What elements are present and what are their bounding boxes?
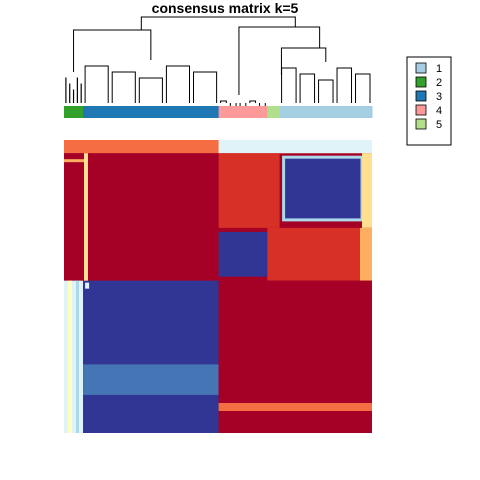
annotation-segment-3	[83, 106, 220, 118]
heatmap-row3-edge	[360, 227, 372, 281]
consensus-heatmap	[64, 140, 372, 433]
dendrogram-link	[299, 73, 316, 103]
dendrogram-link	[193, 71, 218, 103]
heatmap-cluster1-block	[283, 157, 362, 220]
chart-title: consensus matrix k=5	[152, 0, 299, 16]
legend-label-3: 3	[436, 91, 442, 103]
cluster-legend: 1 2 3 4 5	[406, 56, 452, 146]
heatmap-top-strip-right	[218, 140, 372, 154]
dendrogram-link	[238, 26, 321, 95]
annotation-segment-1	[279, 106, 373, 118]
heatmap-row4-cluster2	[64, 280, 84, 433]
heatmap-col-stripe-1	[68, 280, 72, 433]
heatmap-cluster4-block	[218, 231, 268, 277]
dendrogram-link	[336, 67, 353, 103]
legend-label-1: 1	[436, 63, 442, 75]
heatmap-row3-right	[267, 227, 372, 281]
heatmap-col-stripe-2	[76, 280, 79, 433]
heatmap-top-strip-left	[64, 140, 219, 154]
annotation-segment-5	[267, 106, 281, 118]
legend-swatch-1	[415, 62, 427, 74]
legend-swatch-4	[415, 104, 427, 116]
dendrogram-link	[281, 67, 297, 103]
dendrogram-link	[355, 73, 371, 103]
annotation-segment-2	[64, 106, 84, 118]
heatmap-cluster3-block	[83, 280, 219, 433]
heatmap-row2-mid	[218, 153, 280, 228]
heatmap-row4-stripe	[218, 403, 372, 411]
heatmap-row-stripe-1	[64, 159, 84, 163]
dendrogram-link	[111, 71, 136, 103]
heatmap-row3-left	[64, 227, 219, 281]
dendrogram-link	[165, 65, 191, 103]
dendrogram-link	[73, 29, 152, 72]
heatmap-row2-edge	[362, 153, 372, 228]
annotation-segment-4	[218, 106, 268, 118]
legend-swatch-2	[415, 76, 427, 88]
dendrogram-link	[140, 16, 296, 30]
dendrogram-link	[84, 65, 109, 103]
heatmap-cluster3-sub	[83, 364, 219, 395]
heatmap-row2-left	[64, 153, 219, 228]
legend-label-2: 2	[436, 77, 442, 89]
legend-label-4: 4	[436, 105, 442, 117]
heatmap-col-stripe-3	[84, 153, 88, 281]
column-dendrogram	[65, 16, 371, 114]
heatmap-speck	[85, 282, 90, 289]
legend-swatch-3	[415, 90, 427, 102]
legend-swatch-5	[415, 118, 427, 130]
cluster-annotation-bar	[64, 106, 373, 118]
legend-label-5: 5	[436, 119, 442, 131]
dendrogram-link	[249, 100, 257, 103]
legend-box	[406, 56, 452, 146]
dendrogram-link	[318, 79, 334, 103]
dendrogram-link	[220, 100, 227, 103]
dendrogram-link	[138, 77, 163, 103]
dendrogram-link	[280, 47, 327, 75]
